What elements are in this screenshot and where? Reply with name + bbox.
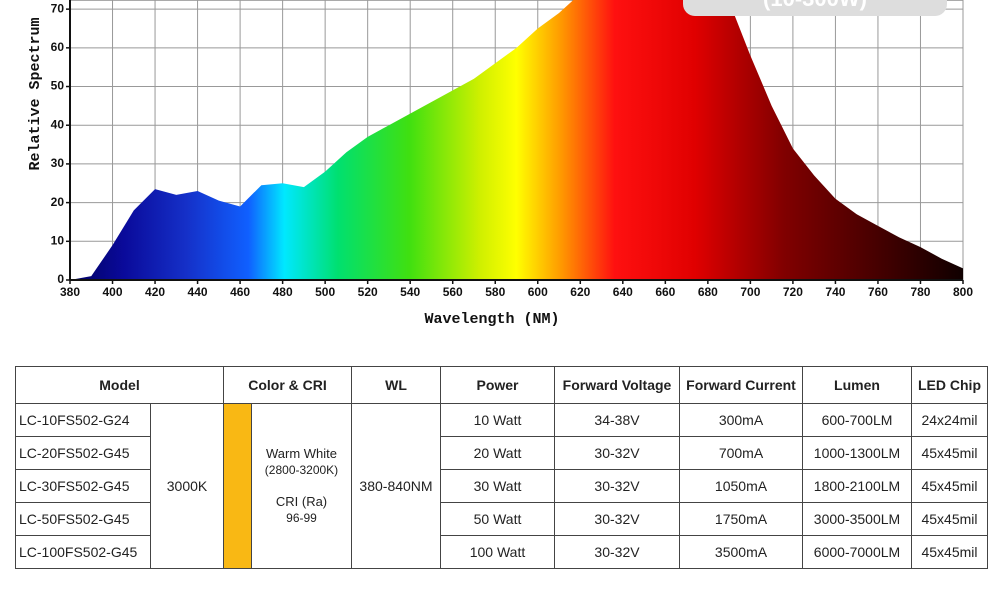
- y-tick-label: 30: [51, 156, 65, 170]
- chart: 380 400 420 440 460 480 500 520 540 560 580 600 620 6…: [27, 0, 973, 328]
- data-cell: 10 Watt: [440, 403, 555, 437]
- data-cell: 30 Watt: [440, 469, 555, 503]
- color-line: (2800-3200K): [264, 463, 339, 477]
- x-tick-label: 660: [655, 285, 675, 299]
- table-row: LC-30FS502-G45 30 Watt 30-32V 1050mA 1800-21…: [15, 469, 988, 503]
- color-swatch: [223, 403, 252, 569]
- model-cell: LC-30FS502-G45: [15, 469, 151, 503]
- x-tick-label: 800: [953, 285, 973, 299]
- data-cell: 45x45mil: [911, 469, 988, 503]
- color-cri-cell: Warm White (2800-3200K) CRI (Ra) 96-99: [251, 403, 352, 569]
- cct-cell: 3000K: [150, 403, 224, 569]
- y-tick-label: 70: [51, 1, 65, 15]
- header-cell: WL: [351, 366, 441, 404]
- model-cell: LC-10FS502-G24: [15, 403, 151, 437]
- badge: [683, 0, 947, 16]
- y-tick-label: 0: [57, 272, 64, 286]
- table-row: LC-10FS502-G24 3000K Warm White (2800-3200K…: [15, 403, 988, 569]
- data-cell: 50 Watt: [440, 502, 555, 536]
- x-tick-label: 580: [485, 285, 505, 299]
- x-tick-label: 380: [60, 285, 80, 299]
- x-tick-label: 560: [443, 285, 463, 299]
- x-tick-label: 620: [570, 285, 590, 299]
- x-tick-label: 700: [740, 285, 760, 299]
- table-row: LC-20FS502-G45 20 Watt 30-32V 700mA 1000-130…: [15, 436, 988, 470]
- badge-text: (10-300W): [763, 0, 867, 11]
- data-cell: 30-32V: [554, 469, 680, 503]
- data-cell: 1050mA: [679, 469, 803, 503]
- x-tick-label: 420: [145, 285, 165, 299]
- data-cell: 30-32V: [554, 502, 680, 536]
- y-tick-label: 10: [51, 233, 65, 247]
- data-cell: 700mA: [679, 436, 803, 470]
- header-cell: Forward Voltage: [554, 366, 680, 404]
- header-cell: Forward Current: [679, 366, 803, 404]
- x-tick-label: 400: [103, 285, 123, 299]
- x-tick-label: 680: [698, 285, 718, 299]
- data-cell: 1750mA: [679, 502, 803, 536]
- data-cell: 20 Watt: [440, 436, 555, 470]
- model-cell: LC-100FS502-G45: [15, 535, 151, 569]
- y-axis-label: Relative Spectrum: [27, 17, 44, 170]
- x-tick-label: 760: [868, 285, 888, 299]
- y-tick-label: 40: [51, 117, 65, 131]
- data-cell: 600-700LM: [802, 403, 912, 437]
- data-cell: 30-32V: [554, 535, 680, 569]
- y-tick-label: 20: [51, 195, 65, 209]
- data-cell: 3000-3500LM: [802, 502, 912, 536]
- data-cell: 34-38V: [554, 403, 680, 437]
- data-cell: 6000-7000LM: [802, 535, 912, 569]
- x-axis-label: Wavelength (NM): [424, 311, 559, 328]
- wl-cell: 380-840NM: [351, 403, 441, 569]
- table-row: LC-100FS502-G45 100 Watt 30-32V 3500mA 6000-…: [15, 535, 988, 569]
- spectrum-area: [70, 0, 963, 280]
- y-tick-label: 60: [51, 40, 65, 54]
- data-cell: 30-32V: [554, 436, 680, 470]
- data-cell: 100 Watt: [440, 535, 555, 569]
- data-cell: 45x45mil: [911, 502, 988, 536]
- data-cell: 45x45mil: [911, 436, 988, 470]
- x-tick-label: 780: [910, 285, 930, 299]
- x-tick-label: 600: [528, 285, 548, 299]
- y-tick-label: 50: [51, 79, 65, 93]
- x-tick-label: 460: [230, 285, 250, 299]
- x-tick-label: 640: [613, 285, 633, 299]
- data-cell: 45x45mil: [911, 535, 988, 569]
- header-cell: Model: [15, 366, 224, 404]
- data-cell: 1000-1300LM: [802, 436, 912, 470]
- x-tick-label: 440: [188, 285, 208, 299]
- x-tick-label: 720: [783, 285, 803, 299]
- x-tick-label: 540: [400, 285, 420, 299]
- x-tick-label: 520: [358, 285, 378, 299]
- spec-table: Model Color & CRI WL Power Forward Voltage Fo…: [15, 366, 988, 569]
- header-cell: Power: [440, 366, 555, 404]
- color-line: Warm White: [265, 446, 338, 461]
- data-cell: 3500mA: [679, 535, 803, 569]
- color-line: 96-99: [286, 511, 317, 525]
- header-cell: LED Chip: [911, 366, 988, 404]
- model-cell: LC-50FS502-G45: [15, 502, 151, 536]
- x-tick-label: 480: [273, 285, 293, 299]
- data-cell: 1800-2100LM: [802, 469, 912, 503]
- model-cell: LC-20FS502-G45: [15, 436, 151, 470]
- color-line: CRI (Ra): [275, 494, 328, 509]
- x-tick-label: 500: [315, 285, 335, 299]
- data-cell: 300mA: [679, 403, 803, 437]
- data-cell: 24x24mil: [911, 403, 988, 437]
- x-tick-label: 740: [825, 285, 845, 299]
- header-cell: Lumen: [802, 366, 912, 404]
- header-cell: Color & CRI: [223, 366, 352, 404]
